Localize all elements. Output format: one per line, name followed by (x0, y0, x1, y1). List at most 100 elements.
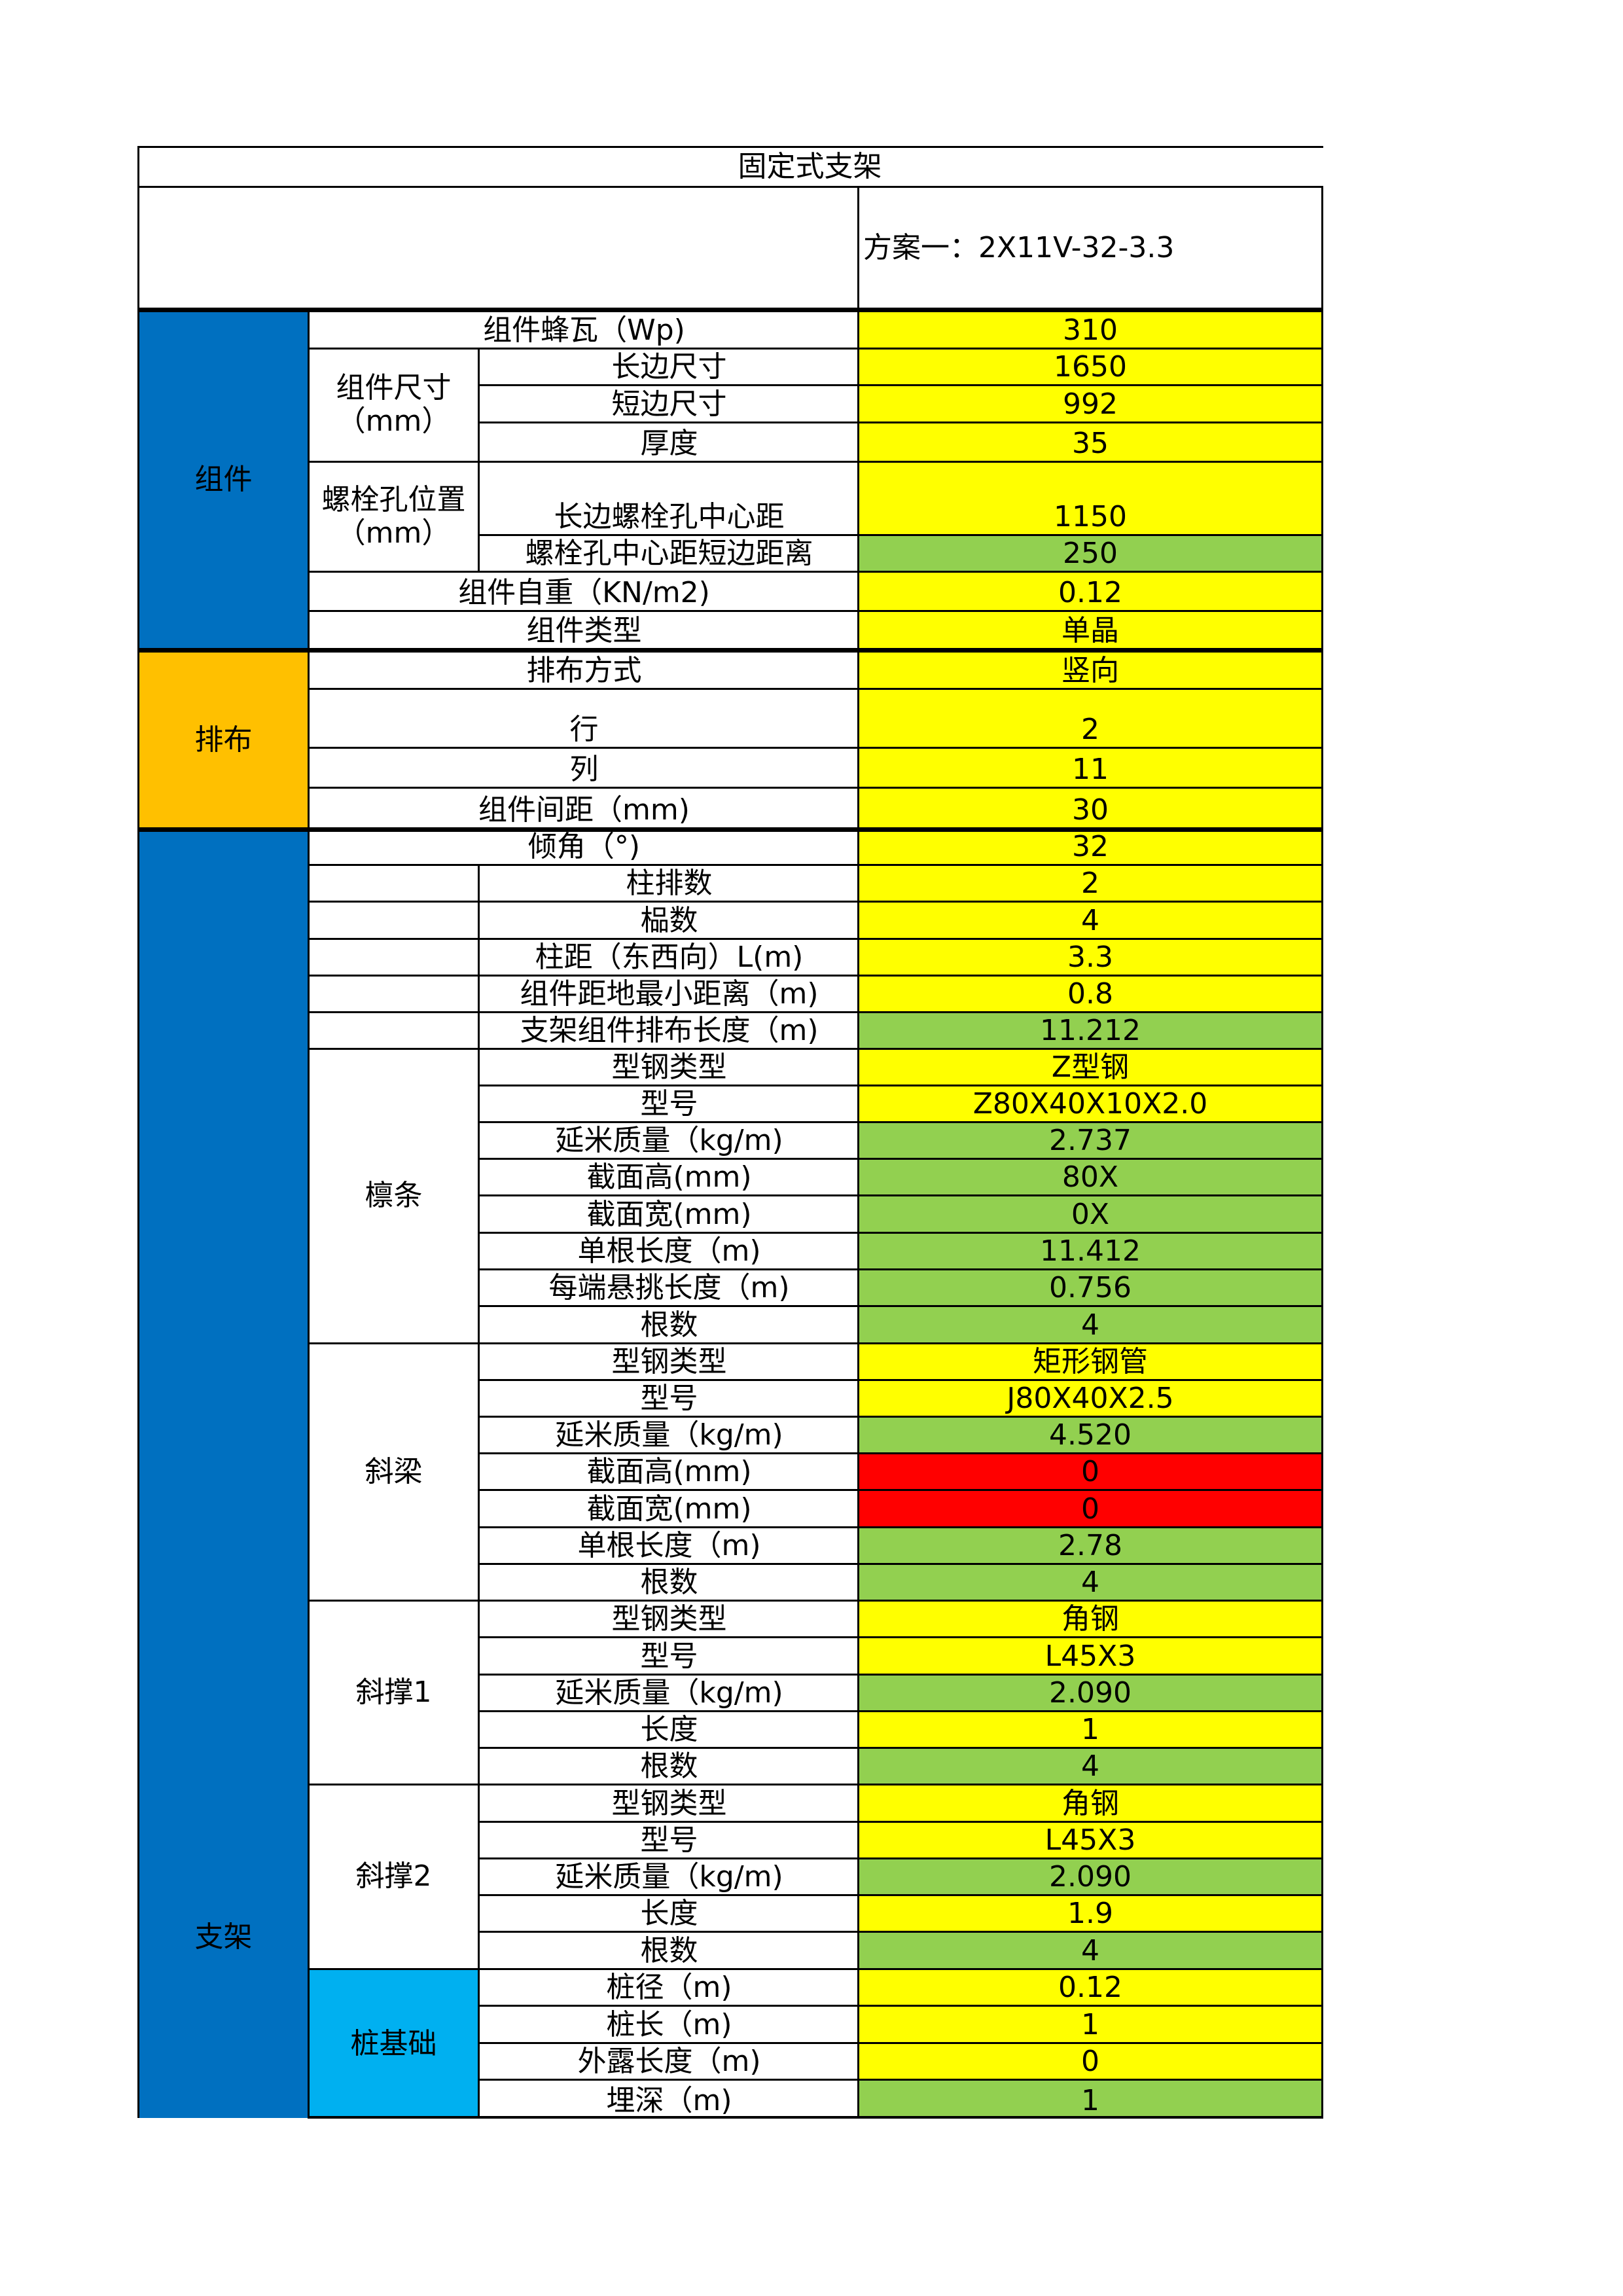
row-value: 11.212 (857, 1011, 1323, 1048)
row-label: 延米质量（kg/m) (478, 1121, 859, 1158)
row-value-text: 4.520 (1049, 1418, 1132, 1452)
subgroup-module-size-label: 组件尺寸（mm） (336, 371, 452, 438)
row-value: 0.12 (857, 571, 1323, 610)
row-label-text: 组件蜂瓦（Wp) (483, 314, 685, 348)
row-label: 外露长度（m) (478, 2042, 859, 2079)
row-value-text: 80X (1061, 1160, 1119, 1194)
subgroup-bolt-pos: 螺栓孔位置（mm） (308, 461, 478, 571)
row-label-text: 根数 (640, 1749, 698, 1784)
row-value: 1650 (857, 348, 1323, 384)
row-label: 截面高(mm) (478, 1158, 859, 1194)
row-value-text: 3.3 (1067, 941, 1113, 975)
row-label: 每端悬挑长度（m) (478, 1268, 859, 1305)
row-label-text: 型号 (640, 1823, 698, 1857)
row-value-text: L45X3 (1044, 1823, 1136, 1857)
row-value: 0.8 (857, 975, 1323, 1011)
row-label-text: 单根长度（m) (577, 1234, 761, 1268)
row-label: 单根长度（m) (478, 1232, 859, 1268)
group-support: 支架 (137, 827, 308, 2118)
row-label-text: 型号 (640, 1087, 698, 1121)
row-label-text: 厚度 (640, 427, 698, 461)
row-value: 0X (857, 1194, 1323, 1232)
row-label-text: 型号 (640, 1382, 698, 1416)
row-value: 11 (857, 747, 1323, 787)
row-value-text: Z型钢 (1051, 1050, 1130, 1085)
page-title: 固定式支架 (738, 150, 882, 184)
row-value-text: J80X40X2.5 (1007, 1382, 1174, 1416)
row-label-text: 截面宽(mm) (586, 1492, 752, 1526)
row-value-text: 竖向 (1061, 654, 1119, 688)
row-value: 3.3 (857, 938, 1323, 975)
row-label-text: 延米质量（kg/m) (555, 1418, 783, 1452)
row-value-text: 0.12 (1058, 1971, 1122, 2005)
row-label: 柱排数 (478, 864, 859, 901)
row-value: 单晶 (857, 610, 1323, 648)
row-label-text: 延米质量（kg/m) (555, 1124, 783, 1158)
row-label: 型钢类型 (478, 1784, 859, 1821)
row-label: 螺栓孔中心距短边距离 (478, 534, 859, 571)
row-label: 埋深（m) (478, 2079, 859, 2118)
group-module-label: 组件 (194, 463, 253, 497)
row-value: 250 (857, 534, 1323, 571)
row-label-text: 每端悬挑长度（m) (548, 1271, 790, 1305)
row-label: 榀数 (478, 901, 859, 938)
row-label-text: 榀数 (640, 904, 698, 938)
row-value: 4 (857, 1747, 1323, 1784)
row-value-text: 4 (1081, 1749, 1099, 1784)
row-value-text: 30 (1072, 793, 1109, 827)
row-label: 组件间距（mm) (308, 787, 859, 827)
group-layout: 排布 (137, 648, 308, 828)
row-value-text: 4 (1081, 904, 1099, 938)
subgroup-bolt-pos-label: 螺栓孔位置（mm） (321, 482, 466, 550)
row-value: 80X (857, 1158, 1323, 1194)
row-label-text: 组件类型 (526, 614, 642, 648)
row-label: 型钢类型 (478, 1600, 859, 1636)
row-label-text: 柱距（东西向）L(m) (535, 941, 804, 975)
row-value-text: 2.090 (1049, 1676, 1132, 1710)
row-label: 截面宽(mm) (478, 1489, 859, 1526)
row-value: 992 (857, 384, 1323, 422)
row-value-text: 35 (1072, 427, 1109, 461)
table-bottom-border (308, 2116, 1323, 2119)
row-value-text: Z80X40X10X2.0 (972, 1087, 1208, 1121)
row-label-text: 型钢类型 (611, 1050, 727, 1085)
row-label-text: 型钢类型 (611, 1345, 727, 1379)
row-label: 长边尺寸 (478, 348, 859, 384)
row-label: 截面宽(mm) (478, 1194, 859, 1232)
row-label-text: 根数 (640, 1308, 698, 1342)
row-value-text: 310 (1063, 314, 1118, 348)
row-label: 型号 (478, 1821, 859, 1857)
row-label-text: 截面高(mm) (586, 1455, 752, 1489)
row-label-text: 延米质量（kg/m) (555, 1860, 783, 1894)
group-layout-label: 排布 (194, 723, 253, 757)
subgroup-beam: 斜梁 (308, 1342, 478, 1600)
subgroup-pile: 桩基础 (308, 1968, 478, 2118)
row-label-text: 长度 (640, 1713, 698, 1747)
subgroup-blank (308, 864, 478, 901)
row-label-text: 柱排数 (626, 867, 713, 901)
row-label-text: 螺栓孔中心距短边距离 (525, 537, 813, 571)
group-support-label: 支架 (194, 1920, 253, 1954)
row-label: 柱距（东西向）L(m) (478, 938, 859, 975)
row-value-text: 992 (1063, 387, 1118, 422)
row-value: 矩形钢管 (857, 1342, 1323, 1379)
row-value: 1 (857, 2079, 1323, 2118)
row-value: 35 (857, 422, 1323, 461)
row-value-text: 0 (1081, 1492, 1099, 1526)
row-label: 列 (308, 747, 859, 787)
row-label-text: 组件间距（mm) (478, 793, 690, 827)
subgroup-brace1: 斜撑1 (308, 1600, 478, 1784)
row-label: 组件自重（KN/m2) (308, 571, 859, 610)
row-value-text: 角钢 (1061, 1787, 1119, 1821)
row-value: 4.520 (857, 1416, 1323, 1452)
row-label: 长边螺栓孔中心距 (478, 461, 859, 534)
row-label: 型号 (478, 1085, 859, 1121)
row-label-text: 长度 (640, 1897, 698, 1931)
row-value: 2.78 (857, 1526, 1323, 1563)
row-label-text: 短边尺寸 (611, 387, 727, 422)
row-value: 310 (857, 308, 1323, 348)
row-label: 短边尺寸 (478, 384, 859, 422)
row-label: 单根长度（m) (478, 1526, 859, 1563)
row-value-text: 单晶 (1061, 614, 1119, 648)
